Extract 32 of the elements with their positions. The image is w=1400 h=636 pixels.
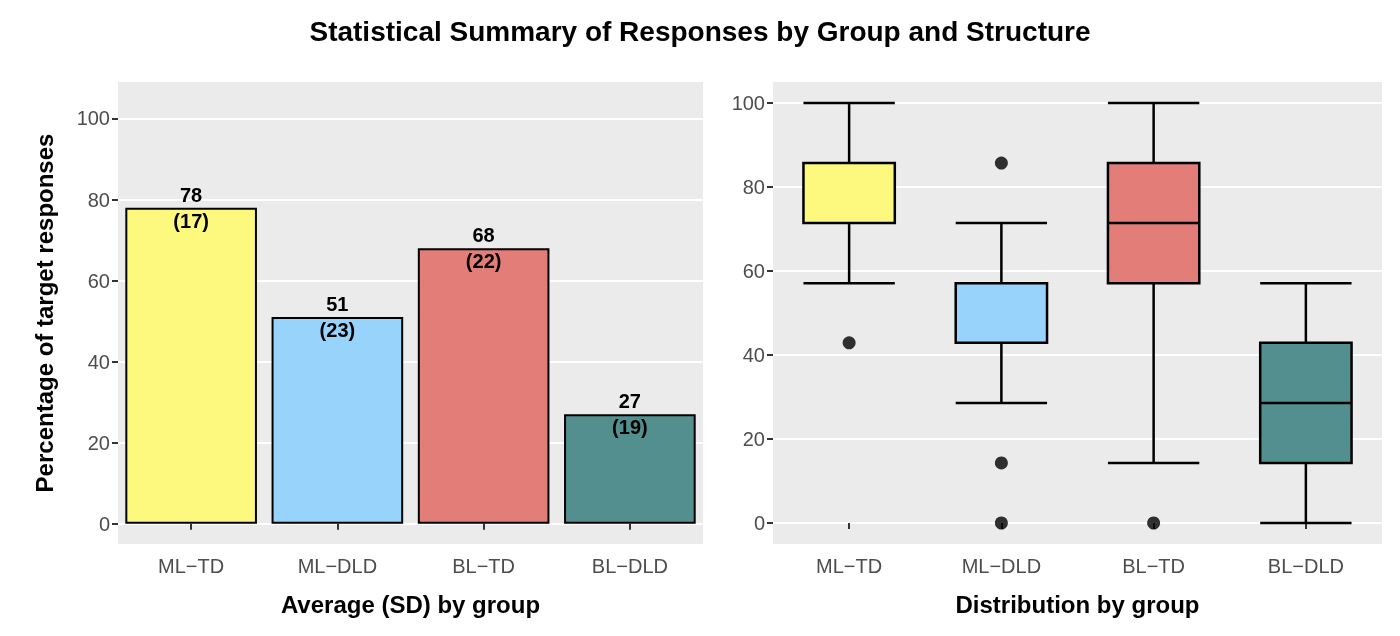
y-tick-label: 40 xyxy=(87,350,110,373)
y-tick-label: 60 xyxy=(742,260,765,282)
y-tick-label: 0 xyxy=(753,512,765,534)
data-label: 27 (19) xyxy=(612,390,648,439)
y-tick-label: 100 xyxy=(76,107,110,130)
x-tick-label: BL−DLD xyxy=(591,555,668,577)
y-tick-label: 60 xyxy=(87,269,110,292)
data-label: 68 (22) xyxy=(465,224,502,273)
bar xyxy=(417,248,550,524)
x-tick-label: ML−TD xyxy=(158,555,225,577)
y-axis-title: Percentage of target responses xyxy=(30,133,58,493)
chart-title: Statistical Summary of Responses by Group and Structure xyxy=(308,15,1092,49)
x-tick-label: BL−TD xyxy=(452,555,516,577)
y-tick-label: 80 xyxy=(742,176,765,198)
x-tick-label: ML−DLD xyxy=(297,555,378,577)
data-label: 51 (23) xyxy=(319,293,356,342)
x-tick-label: BL−TD xyxy=(1122,555,1186,577)
bar xyxy=(271,317,404,524)
x-tick-label: BL−DLD xyxy=(1267,555,1344,577)
y-tick-label: 20 xyxy=(87,431,110,454)
y-tick-label: 40 xyxy=(742,344,765,366)
bar xyxy=(125,207,257,524)
x-axis-title: Average (SD) by group xyxy=(280,590,541,618)
x-tick-label: ML−TD xyxy=(816,555,883,577)
y-tick-label: 100 xyxy=(731,92,765,114)
data-label: 78 (17) xyxy=(173,183,209,232)
bar xyxy=(564,414,696,524)
y-tick-label: 20 xyxy=(742,428,765,450)
y-tick-label: 0 xyxy=(98,512,110,535)
x-axis-title: Distribution by group xyxy=(955,590,1200,618)
y-tick-label: 80 xyxy=(87,188,110,211)
x-tick-label: ML−DLD xyxy=(961,555,1042,577)
